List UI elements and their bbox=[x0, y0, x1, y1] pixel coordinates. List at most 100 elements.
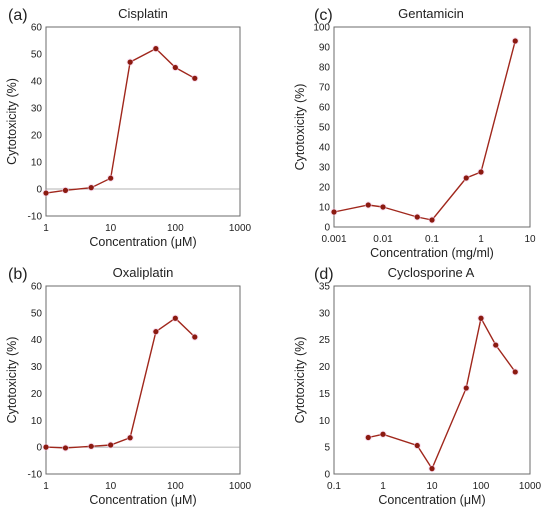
y-tick-label: 40 bbox=[31, 335, 43, 346]
x-axis-label: Concentration (mg/ml) bbox=[370, 246, 494, 260]
y-tick-label: 10 bbox=[319, 416, 331, 427]
y-tick-label: 50 bbox=[319, 123, 331, 134]
data-point bbox=[172, 315, 178, 321]
data-point bbox=[429, 466, 435, 472]
x-axis-label: Concentration (μM) bbox=[89, 235, 196, 249]
y-tick-label: 30 bbox=[319, 163, 331, 174]
x-tick-label: 1000 bbox=[229, 481, 252, 492]
data-point bbox=[429, 217, 435, 223]
data-point bbox=[108, 175, 114, 181]
y-tick-label: 10 bbox=[319, 203, 331, 214]
y-tick-label: 30 bbox=[31, 104, 43, 115]
data-point bbox=[108, 442, 114, 448]
y-tick-label: 10 bbox=[31, 416, 43, 427]
x-tick-label: 1 bbox=[43, 223, 49, 234]
chart-title: Cisplatin bbox=[118, 6, 168, 21]
data-point bbox=[62, 187, 69, 193]
plot-frame bbox=[333, 285, 531, 475]
chart-title: Oxaliplatin bbox=[113, 265, 174, 280]
data-point bbox=[153, 46, 159, 52]
x-tick-label: 10 bbox=[105, 481, 117, 492]
y-tick-label: 40 bbox=[31, 77, 43, 88]
y-tick-label: 0 bbox=[36, 185, 42, 196]
data-point bbox=[478, 315, 484, 321]
x-tick-label: 1000 bbox=[519, 481, 542, 492]
x-axis-label: Concentration (μM) bbox=[89, 493, 196, 507]
y-axis-label: Cytotoxicity (%) bbox=[293, 84, 307, 171]
panel-label: (a) bbox=[8, 7, 28, 24]
data-point bbox=[127, 435, 133, 441]
x-tick-label: 10 bbox=[524, 234, 536, 245]
data-point bbox=[88, 443, 94, 449]
data-point bbox=[43, 190, 49, 196]
data-point bbox=[414, 214, 420, 220]
x-tick-label: 0.01 bbox=[373, 234, 393, 245]
series-line bbox=[333, 40, 516, 221]
data-point bbox=[192, 75, 198, 81]
y-axis-label: Cytotoxicity (%) bbox=[5, 78, 19, 165]
plot-frame bbox=[333, 26, 531, 228]
x-tick-label: 1000 bbox=[229, 223, 252, 234]
y-tick-label: 20 bbox=[319, 183, 331, 194]
y-tick-label: 25 bbox=[319, 335, 331, 346]
x-tick-label: 10 bbox=[105, 223, 117, 234]
y-tick-label: 20 bbox=[31, 389, 43, 400]
x-tick-label: 0.1 bbox=[327, 481, 341, 492]
y-tick-label: 0 bbox=[324, 470, 330, 481]
series-line bbox=[45, 317, 196, 449]
chart-panel: -10 0 10 20 30 40 50 60 1 10 100 1000 Concentration … bbox=[5, 265, 252, 507]
y-tick-label: 50 bbox=[31, 50, 43, 61]
data-point bbox=[380, 204, 386, 210]
y-tick-label: 5 bbox=[324, 443, 330, 454]
data-point bbox=[127, 59, 133, 65]
x-tick-label: 10 bbox=[426, 481, 438, 492]
chart-panel: 0 5 10 15 20 25 30 35 0.1 1 10 100 1000 Concentration… bbox=[293, 265, 542, 507]
y-tick-label: -10 bbox=[28, 212, 43, 223]
plot-frame bbox=[45, 26, 241, 217]
data-point bbox=[478, 169, 484, 175]
y-tick-label: 0 bbox=[36, 443, 42, 454]
series-line bbox=[45, 47, 196, 194]
x-tick-label: 1 bbox=[43, 481, 49, 492]
y-tick-label: 50 bbox=[31, 308, 43, 319]
x-tick-label: 0.1 bbox=[425, 234, 439, 245]
y-tick-label: 60 bbox=[319, 103, 331, 114]
x-tick-label: 1 bbox=[478, 234, 484, 245]
chart-panel: 0 10 20 30 40 50 60 70 80 90 100 0.001 0.01 0.1 1 10 Con… bbox=[293, 6, 536, 260]
y-tick-label: 30 bbox=[319, 308, 331, 319]
chart-title: Cyclosporine A bbox=[388, 265, 475, 280]
data-point bbox=[512, 369, 518, 375]
data-point bbox=[414, 442, 420, 449]
data-point bbox=[88, 185, 94, 191]
y-tick-label: 10 bbox=[31, 158, 43, 169]
y-tick-label: 80 bbox=[319, 63, 331, 74]
data-point bbox=[153, 329, 159, 335]
data-point bbox=[380, 431, 386, 437]
y-tick-label: 70 bbox=[319, 83, 331, 94]
y-tick-label: 0 bbox=[324, 223, 330, 234]
data-point bbox=[493, 342, 499, 348]
x-tick-label: 100 bbox=[167, 223, 184, 234]
data-point bbox=[192, 334, 198, 340]
chart-title: Gentamicin bbox=[398, 6, 464, 21]
data-point bbox=[365, 202, 371, 208]
y-tick-label: 90 bbox=[319, 43, 331, 54]
y-tick-label: 100 bbox=[313, 23, 330, 34]
x-tick-label: 100 bbox=[473, 481, 490, 492]
data-point bbox=[62, 445, 69, 451]
chart-panel: -10 0 10 20 30 40 50 60 1 10 100 1000 Concentration … bbox=[5, 6, 252, 249]
data-point bbox=[172, 64, 178, 71]
y-tick-label: 30 bbox=[31, 362, 43, 373]
data-point bbox=[43, 444, 49, 450]
y-tick-label: 35 bbox=[319, 282, 331, 293]
y-tick-label: 20 bbox=[31, 131, 43, 142]
y-tick-label: 20 bbox=[319, 362, 331, 373]
y-tick-label: 40 bbox=[319, 143, 331, 154]
data-point bbox=[463, 175, 469, 181]
data-point bbox=[365, 434, 371, 441]
data-point bbox=[512, 38, 518, 44]
data-point bbox=[463, 385, 469, 391]
y-tick-label: -10 bbox=[28, 470, 43, 481]
x-tick-label: 100 bbox=[167, 481, 184, 492]
